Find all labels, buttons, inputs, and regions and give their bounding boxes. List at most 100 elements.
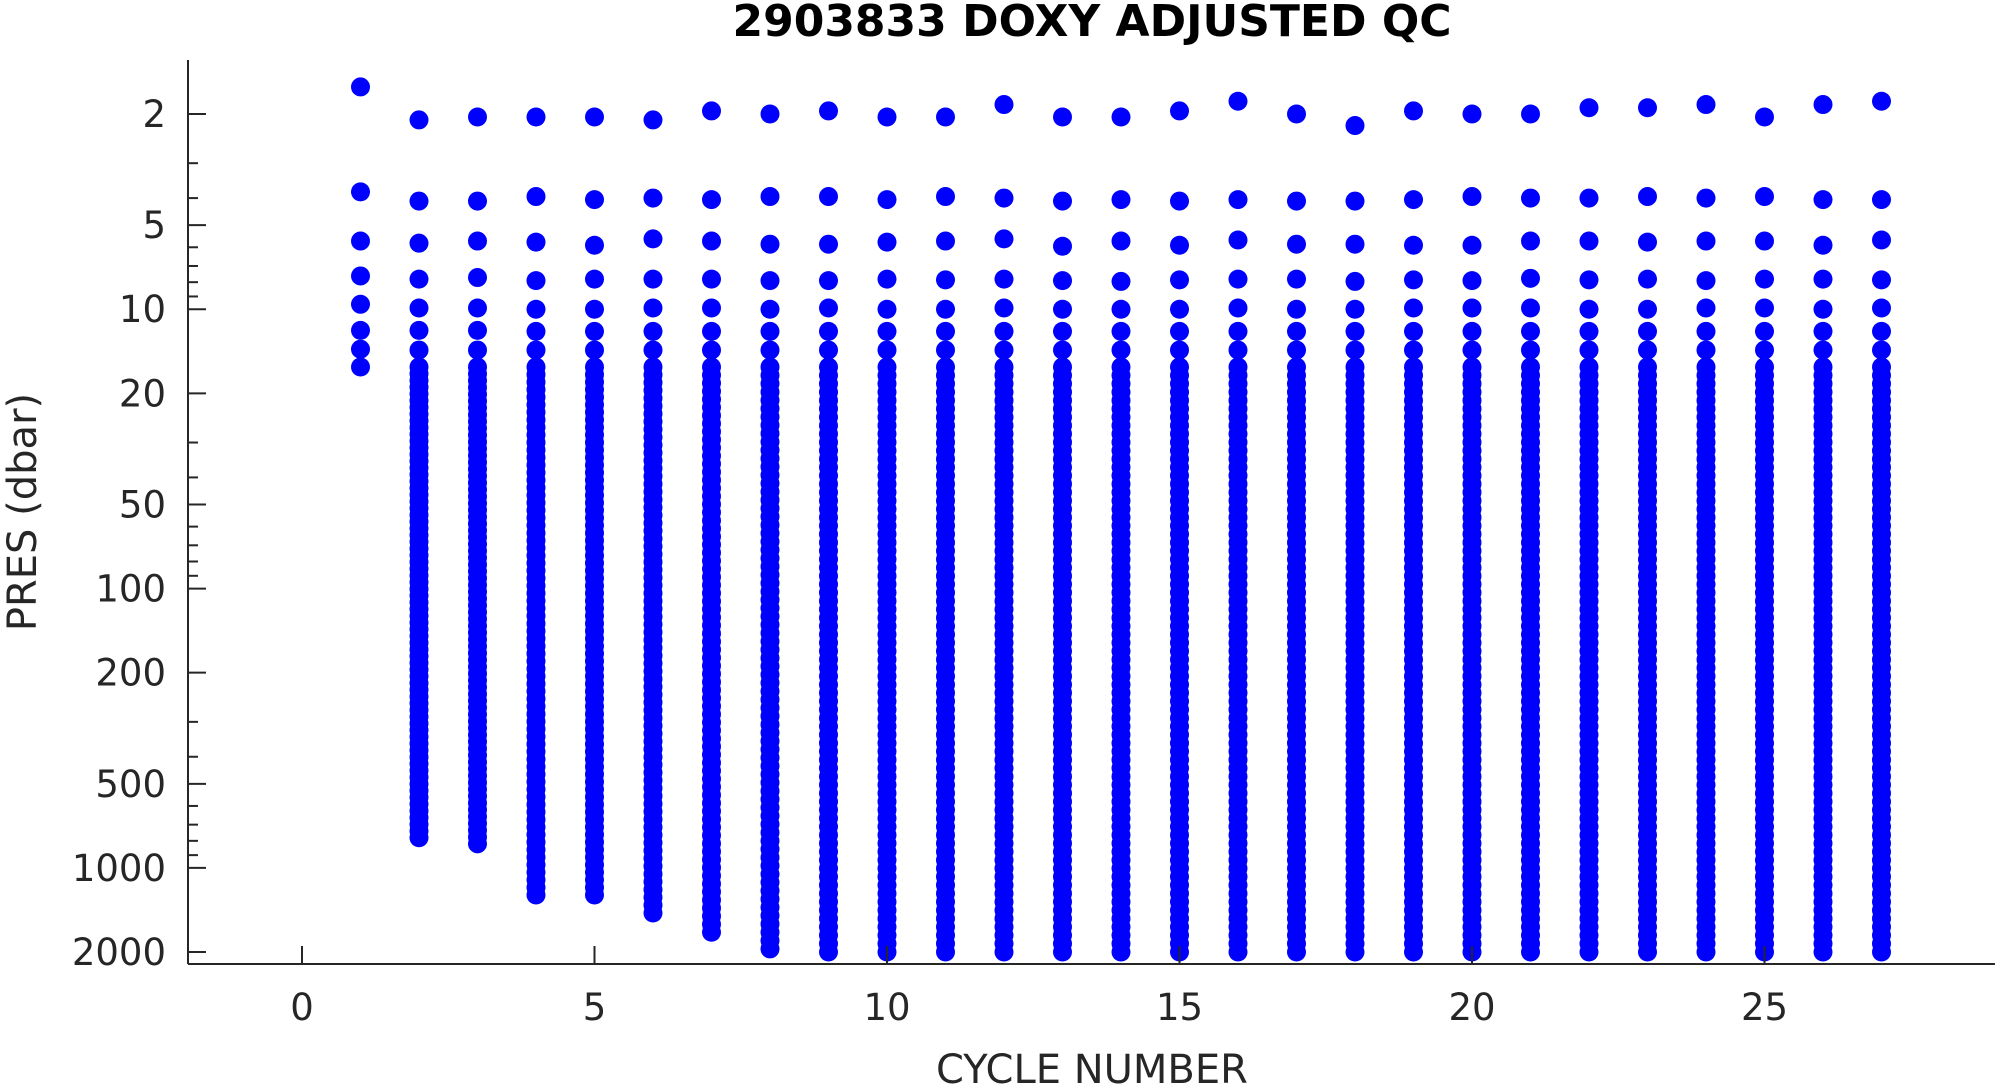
chart-title: 2903833 DOXY ADJUSTED QC [732,0,1451,47]
data-point [936,231,955,251]
x-ticks: 0 5 10 15 20 25 [290,946,1788,1029]
data-point [819,234,838,254]
data-point [1053,236,1072,256]
data-point [1053,299,1072,319]
data-point [1579,231,1599,251]
data-point [585,299,604,319]
data-point [877,299,897,319]
data-point [643,269,663,289]
data-point [1228,230,1248,250]
data-point [1345,191,1365,211]
y-tick-label: 500 [95,763,166,806]
data-point [1287,340,1306,360]
data-point [936,340,955,360]
data-point [1111,107,1131,127]
data-point [994,95,1014,115]
data-point [1521,298,1540,318]
data-point [1462,340,1482,360]
data-point [1872,230,1891,250]
data-point [1228,190,1248,210]
data-point [1287,104,1306,124]
data-point [643,321,663,341]
data-point [409,298,429,318]
data-point [1521,188,1540,208]
data-point [1872,321,1891,341]
data-point [1228,321,1248,341]
data-point [526,232,546,252]
data-point [1755,187,1774,207]
x-tick-label: 15 [1156,986,1203,1029]
data-point [1287,269,1306,289]
data-point [409,340,429,360]
data-point [702,269,721,289]
data-point [1638,942,1657,962]
data-point [409,191,429,211]
y-tick-label: 10 [119,288,166,331]
data-point [1111,340,1131,360]
data-point [760,321,780,341]
data-point [1287,234,1306,254]
data-point [1579,98,1599,118]
data-point [1053,340,1072,360]
data-point [468,231,487,251]
data-point [702,922,721,942]
data-point [1521,321,1540,341]
data-point [1404,101,1423,121]
data-point [1345,942,1365,962]
data-point [702,231,721,251]
data-point [1345,271,1365,291]
data-point [819,187,838,207]
data-point [1111,299,1131,319]
data-point [936,299,955,319]
data-point [1579,188,1599,208]
data-point [1813,299,1833,319]
data-point [643,340,663,360]
y-tick-label: 5 [142,204,166,247]
data-point [1404,235,1423,255]
data-point [1170,340,1189,360]
data-point [526,885,546,905]
data-point [1053,321,1072,341]
data-point [468,340,487,360]
y-tick-label: 50 [119,483,166,526]
plot-area [351,77,1891,962]
data-point [819,321,838,341]
data-point [1872,298,1891,318]
data-point [1755,298,1774,318]
data-point [351,294,370,314]
data-point [526,321,546,341]
data-point [1872,270,1891,290]
data-point [1813,235,1833,255]
data-point [1170,191,1189,211]
data-point [643,188,663,208]
data-point [994,298,1014,318]
data-point [702,340,721,360]
data-point [526,340,546,360]
data-point [643,298,663,318]
data-point [1755,231,1774,251]
data-point [1287,299,1306,319]
data-point [526,271,546,291]
data-point [1872,91,1891,111]
data-point [351,182,370,202]
data-point [1696,298,1716,318]
data-point [877,269,897,289]
y-tick-label: 1000 [72,847,166,890]
y-tick-label: 20 [119,372,166,415]
data-point [819,271,838,291]
data-point [1696,271,1716,291]
data-point [1228,340,1248,360]
x-tick-label: 20 [1448,986,1495,1029]
data-point [1228,269,1248,289]
data-point [409,269,429,289]
data-point [1813,269,1833,289]
data-point [351,357,370,377]
data-point [877,107,897,127]
data-point [994,340,1014,360]
data-point [1345,299,1365,319]
data-point [526,187,546,207]
data-point [1404,270,1423,290]
data-point [585,340,604,360]
